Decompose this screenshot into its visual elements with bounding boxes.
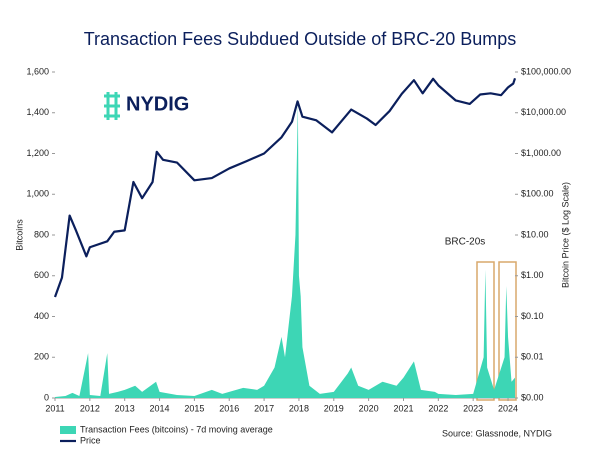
source: Source: Glassnode, NYDIG	[442, 428, 552, 438]
x-tick-label: 2021	[393, 403, 413, 413]
x-tick-label: 2020	[359, 403, 379, 413]
x-tick-label: 2012	[80, 403, 100, 413]
y-tick-label: 400	[34, 311, 49, 321]
y2-tick-label: $0.10	[521, 311, 544, 321]
y-tick-label: 1,400	[26, 107, 49, 117]
x-tick-label: 2014	[150, 403, 170, 413]
logo: NYDIG	[126, 93, 189, 115]
x-tick-label: 2011	[45, 403, 64, 413]
legend-label: Price	[80, 435, 101, 445]
y-tick-label: 600	[34, 270, 49, 280]
x-tick-label: 2015	[184, 403, 204, 413]
legend-swatch	[60, 426, 76, 434]
y-tick-label: 0	[44, 392, 49, 402]
x-tick-label: 2024	[498, 403, 518, 413]
y-tick-label: 1,200	[26, 148, 49, 158]
y-tick-label: 1,000	[26, 189, 49, 199]
x-tick-label: 2018	[289, 403, 309, 413]
legend-label: Transaction Fees (bitcoins) - 7d moving …	[80, 424, 273, 434]
y2-axis-label: Bitcoin Price ($ Log Scale)	[560, 182, 570, 288]
logo-icon	[104, 92, 120, 120]
annotation-box	[476, 261, 495, 401]
y2-tick-label: $10,000.00	[521, 107, 566, 117]
annotation: BRC-20s	[445, 237, 486, 248]
y-tick-label: 1,600	[26, 66, 49, 76]
y2-tick-label: $10.00	[521, 229, 549, 239]
fee-area	[55, 102, 515, 398]
x-tick-label: 2019	[324, 403, 344, 413]
y2-tick-label: $100,000.00	[521, 66, 571, 76]
y2-tick-label: $1,000.00	[521, 148, 561, 158]
x-tick-label: 2013	[115, 403, 135, 413]
price-line	[53, 77, 517, 298]
y-tick-label: 200	[34, 352, 49, 362]
y-axis-label: Bitcoins	[14, 219, 24, 251]
y-tick-label: 800	[34, 229, 49, 239]
y2-tick-label: $1.00	[521, 270, 544, 280]
x-tick-label: 2023	[463, 403, 483, 413]
y2-tick-label: $0.00	[521, 392, 544, 402]
x-tick-label: 2022	[428, 403, 448, 413]
annotation-box	[498, 261, 517, 401]
chart-title: Transaction Fees Subdued Outside of BRC-…	[84, 29, 517, 49]
x-tick-label: 2017	[254, 403, 274, 413]
y2-tick-label: $100.00	[521, 189, 554, 199]
y2-tick-label: $0.01	[521, 352, 544, 362]
x-tick-label: 2016	[219, 403, 239, 413]
